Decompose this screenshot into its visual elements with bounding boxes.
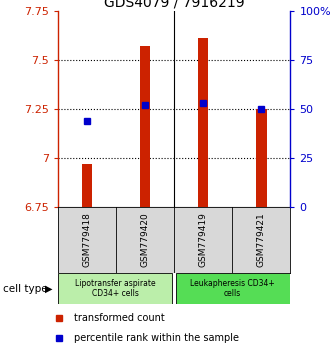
Bar <box>198 38 208 207</box>
Bar <box>82 164 92 207</box>
Title: GDS4079 / 7916219: GDS4079 / 7916219 <box>104 0 245 10</box>
Text: GSM779420: GSM779420 <box>141 212 149 267</box>
Text: percentile rank within the sample: percentile rank within the sample <box>74 333 239 343</box>
Text: Leukapheresis CD34+
cells: Leukapheresis CD34+ cells <box>190 279 275 298</box>
Bar <box>256 109 267 207</box>
Text: GSM779418: GSM779418 <box>82 212 91 267</box>
Text: GSM779421: GSM779421 <box>257 212 266 267</box>
Text: Lipotransfer aspirate
CD34+ cells: Lipotransfer aspirate CD34+ cells <box>75 279 156 298</box>
Text: transformed count: transformed count <box>74 313 165 322</box>
Bar <box>58 273 173 304</box>
Text: ▶: ▶ <box>45 284 52 293</box>
Bar <box>140 46 150 207</box>
Text: GSM779419: GSM779419 <box>199 212 208 267</box>
Bar <box>176 273 290 304</box>
Text: cell type: cell type <box>3 284 48 293</box>
